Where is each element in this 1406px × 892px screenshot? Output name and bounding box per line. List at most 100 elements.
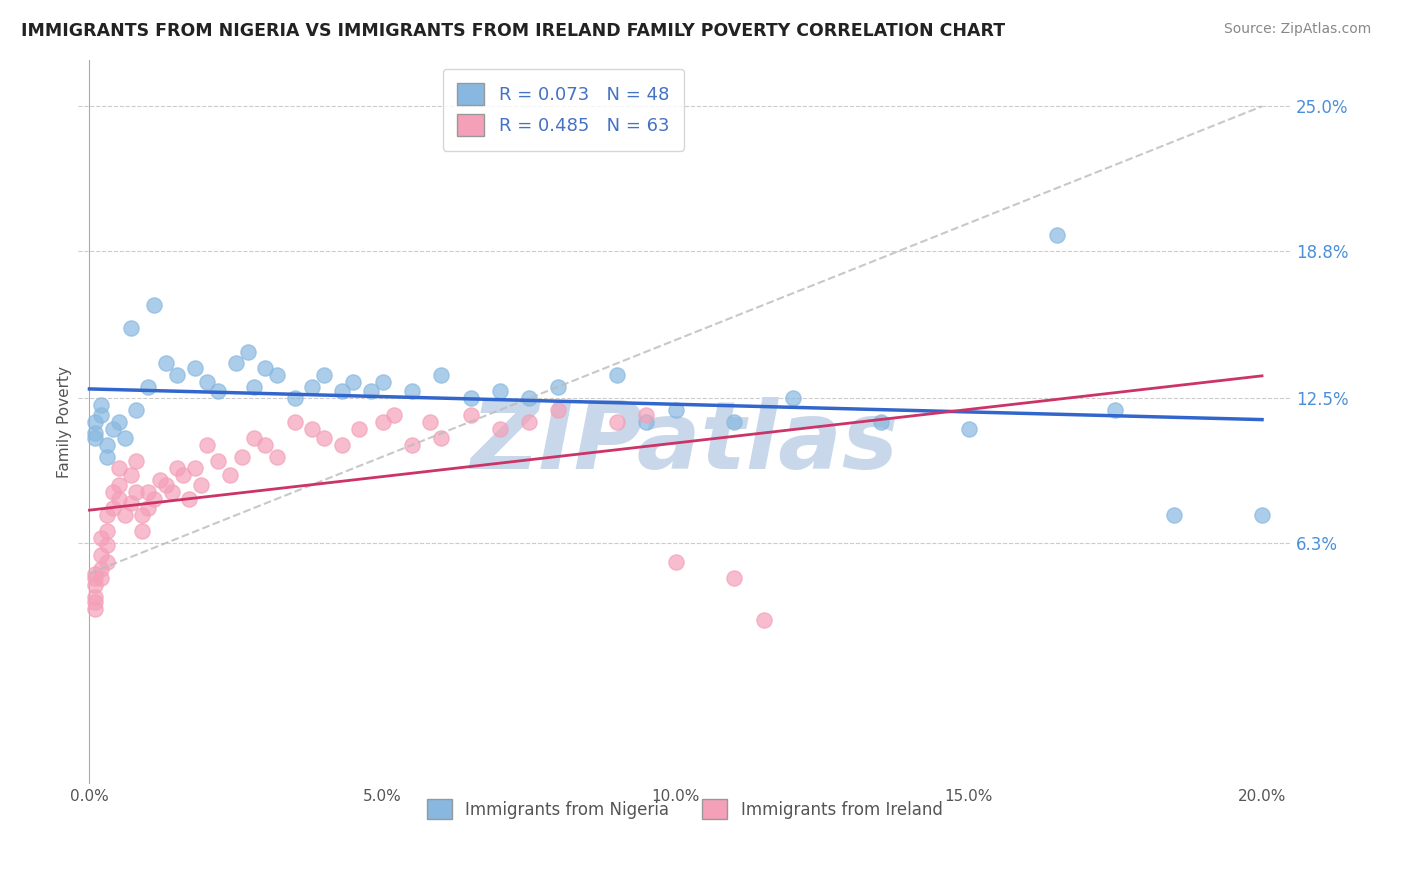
Point [342, 375, 364, 389]
Point [84, 601, 107, 615]
Point [266, 368, 288, 382]
Point [101, 501, 124, 516]
Point [242, 379, 264, 393]
Point [107, 491, 129, 506]
Point [301, 379, 323, 393]
Point [125, 403, 148, 417]
Point [207, 454, 229, 468]
Point [131, 524, 153, 539]
Point [96, 508, 118, 522]
Point [665, 555, 688, 569]
Point [84, 426, 107, 441]
Point [547, 403, 569, 417]
Point [96, 438, 118, 452]
Point [160, 484, 183, 499]
Point [125, 484, 148, 499]
Point [489, 422, 512, 436]
Point [96, 524, 118, 539]
Point [84, 578, 107, 592]
Point [312, 431, 335, 445]
Point [636, 408, 658, 422]
Point [254, 438, 277, 452]
Point [430, 368, 453, 382]
Point [231, 450, 253, 464]
Point [84, 571, 107, 585]
Point [114, 431, 136, 445]
Point [665, 403, 688, 417]
Point [190, 477, 212, 491]
Text: ZIPatlas: ZIPatlas [471, 398, 898, 490]
Point [347, 422, 370, 436]
Point [636, 415, 658, 429]
Point [371, 415, 394, 429]
Point [242, 431, 264, 445]
Text: IMMIGRANTS FROM NIGERIA VS IMMIGRANTS FROM IRELAND FAMILY POVERTY CORRELATION CH: IMMIGRANTS FROM NIGERIA VS IMMIGRANTS FR… [21, 22, 1005, 40]
Point [114, 508, 136, 522]
Point [870, 415, 893, 429]
Point [723, 571, 745, 585]
Point [489, 384, 512, 399]
Point [301, 422, 323, 436]
Text: Source: ZipAtlas.com: Source: ZipAtlas.com [1223, 22, 1371, 37]
Point [401, 438, 423, 452]
Point [284, 415, 307, 429]
Point [401, 384, 423, 399]
Point [236, 344, 259, 359]
Point [136, 501, 159, 516]
Point [371, 375, 394, 389]
Point [517, 415, 540, 429]
Point [155, 356, 177, 370]
Point [195, 375, 218, 389]
Point [1104, 403, 1126, 417]
Point [84, 594, 107, 608]
Point [254, 360, 277, 375]
Point [125, 454, 148, 468]
Legend: Immigrants from Nigeria, Immigrants from Ireland: Immigrants from Nigeria, Immigrants from… [420, 792, 949, 826]
Point [96, 555, 118, 569]
Point [1163, 508, 1185, 522]
Point [1251, 508, 1274, 522]
Point [723, 415, 745, 429]
Point [330, 384, 353, 399]
Point [120, 321, 142, 335]
Point [517, 392, 540, 406]
Point [90, 548, 112, 562]
Point [149, 473, 172, 487]
Point [418, 415, 440, 429]
Point [330, 438, 353, 452]
Point [1046, 227, 1069, 242]
Point [155, 477, 177, 491]
Point [460, 392, 482, 406]
Point [107, 477, 129, 491]
Y-axis label: Family Poverty: Family Poverty [58, 366, 72, 478]
Point [107, 415, 129, 429]
Point [90, 532, 112, 546]
Point [195, 438, 218, 452]
Point [547, 379, 569, 393]
Point [142, 491, 165, 506]
Point [90, 408, 112, 422]
Point [166, 368, 188, 382]
Point [360, 384, 382, 399]
Point [120, 468, 142, 483]
Point [120, 496, 142, 510]
Point [84, 431, 107, 445]
Point [142, 298, 165, 312]
Point [172, 468, 194, 483]
Point [84, 415, 107, 429]
Point [96, 450, 118, 464]
Point [107, 461, 129, 475]
Point [219, 468, 242, 483]
Point [184, 461, 207, 475]
Point [266, 450, 288, 464]
Point [90, 571, 112, 585]
Point [101, 484, 124, 499]
Point [460, 408, 482, 422]
Point [284, 392, 307, 406]
Point [96, 539, 118, 553]
Point [312, 368, 335, 382]
Point [90, 562, 112, 576]
Point [957, 422, 980, 436]
Point [225, 356, 247, 370]
Point [131, 508, 153, 522]
